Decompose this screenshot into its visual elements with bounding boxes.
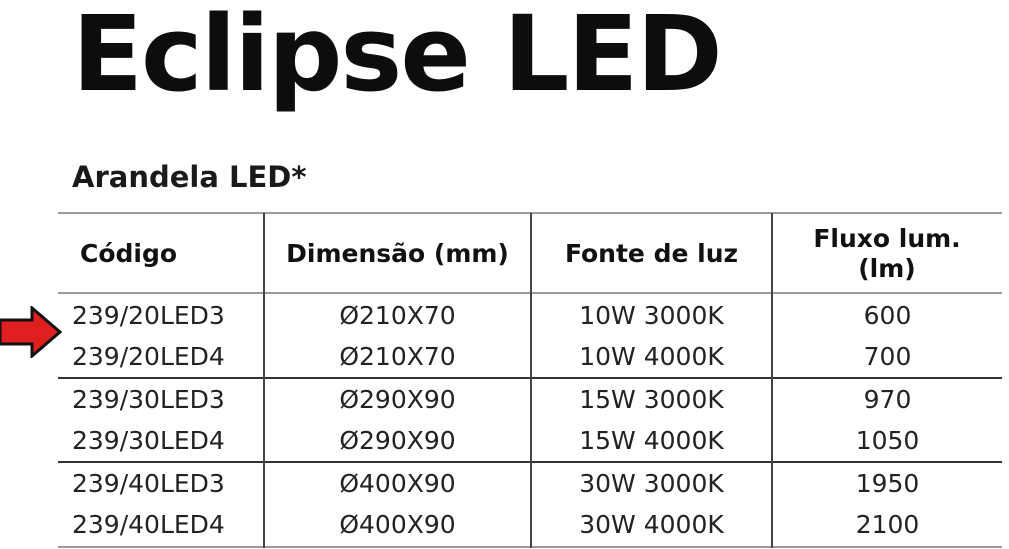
cell-codigo: 239/40LED4 bbox=[72, 510, 225, 539]
cell-fonte: 15W 4000K bbox=[579, 426, 724, 455]
cell-codigo: 239/20LED4 bbox=[72, 342, 225, 371]
cell-fluxo: 1950 bbox=[855, 469, 920, 498]
section-subtitle: Arandela LED* bbox=[72, 160, 307, 194]
cell-codigo: 239/30LED4 bbox=[72, 426, 225, 455]
cell-codigo: 239/40LED3 bbox=[72, 469, 225, 498]
cell-fonte: 30W 4000K bbox=[579, 510, 724, 539]
column-divider bbox=[263, 213, 265, 548]
header-fluxo: Fluxo lum. (lm) bbox=[813, 224, 961, 283]
header-codigo: Código bbox=[80, 239, 178, 268]
cell-fluxo: 2100 bbox=[855, 510, 920, 539]
cell-fonte: 30W 3000K bbox=[579, 469, 724, 498]
cell-dimensao: Ø290X90 bbox=[339, 385, 456, 414]
column-divider bbox=[771, 213, 773, 548]
right-arrow-icon bbox=[0, 306, 62, 358]
header-dimensao: Dimensão (mm) bbox=[286, 239, 509, 268]
cell-fluxo: 700 bbox=[863, 342, 912, 371]
cell-dimensao: Ø210X70 bbox=[339, 342, 456, 371]
cell-codigo: 239/30LED3 bbox=[72, 385, 225, 414]
cell-codigo: 239/20LED3 bbox=[72, 301, 225, 330]
cell-fluxo: 600 bbox=[863, 301, 912, 330]
cell-dimensao: Ø290X90 bbox=[339, 426, 456, 455]
column-divider bbox=[530, 213, 532, 548]
cell-dimensao: Ø210X70 bbox=[339, 301, 456, 330]
cell-fonte: 15W 3000K bbox=[579, 385, 724, 414]
cell-dimensao: Ø400X90 bbox=[339, 469, 456, 498]
cell-fonte: 10W 3000K bbox=[579, 301, 724, 330]
cell-fluxo: 1050 bbox=[855, 426, 920, 455]
cell-fluxo: 970 bbox=[863, 385, 912, 414]
cell-fonte: 10W 4000K bbox=[579, 342, 724, 371]
cell-dimensao: Ø400X90 bbox=[339, 510, 456, 539]
page-title: Eclipse LED bbox=[72, 0, 723, 115]
header-fonte: Fonte de luz bbox=[564, 239, 739, 268]
